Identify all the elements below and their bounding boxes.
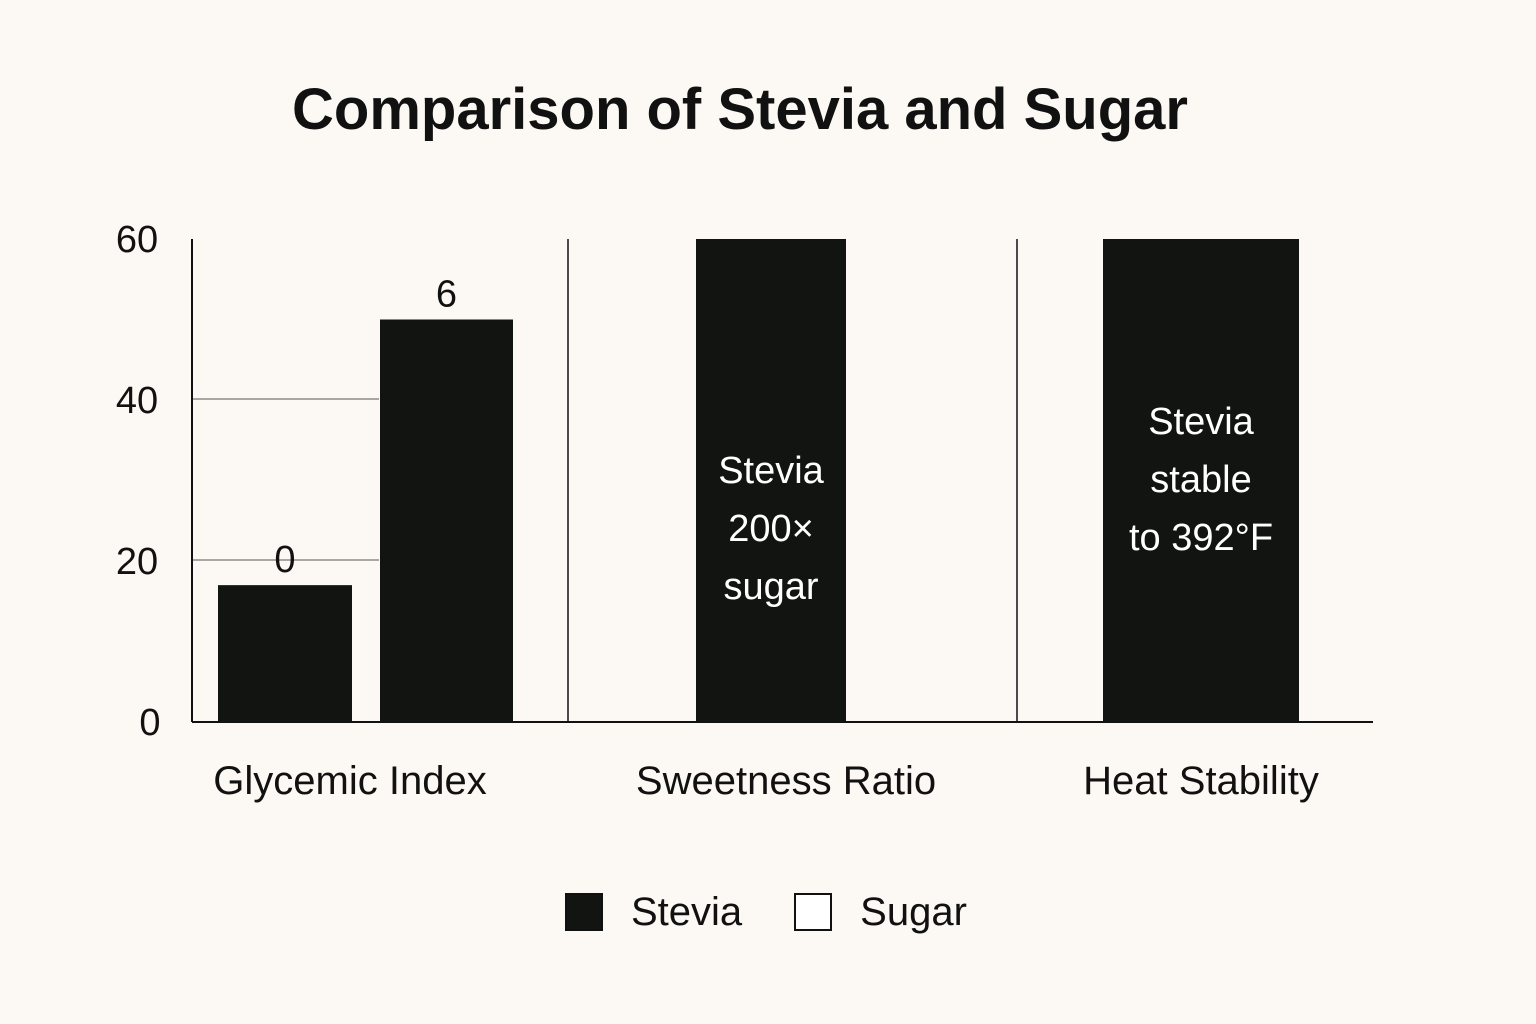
- bar-inner-label: stable: [1150, 459, 1251, 501]
- chart-title: Comparison of Stevia and Sugar: [292, 77, 1188, 142]
- legend-item-stevia: Stevia: [565, 890, 742, 935]
- bar-inner-label: Stevia: [718, 450, 824, 492]
- y-tick-label: 0: [139, 702, 160, 744]
- bar-inner-label: Stevia: [1148, 401, 1254, 443]
- bar-inner-label: sugar: [723, 566, 818, 608]
- legend: Stevia Sugar: [565, 888, 967, 936]
- legend-label-sugar: Sugar: [860, 889, 967, 934]
- y-tick-label: 60: [116, 219, 158, 261]
- bar-value-label: 0: [274, 539, 295, 581]
- y-tick-label: 20: [116, 541, 158, 583]
- bar-glycemic-index: [380, 319, 513, 722]
- x-category-label: Sweetness Ratio: [636, 759, 936, 803]
- bar-inner-label: to 392°F: [1129, 517, 1273, 559]
- y-tick-label: 40: [116, 380, 158, 422]
- bar-heat-stability: [1103, 239, 1299, 722]
- bar-sweetness-ratio: [696, 239, 846, 722]
- legend-label-stevia: Stevia: [631, 889, 743, 934]
- x-category-label: Glycemic Index: [213, 759, 486, 803]
- bar-value-label: 6: [436, 274, 457, 316]
- legend-swatch-sugar: [794, 893, 833, 931]
- bar-glycemic-index: [218, 585, 352, 722]
- bar-inner-label: 200×: [728, 508, 814, 550]
- legend-item-sugar: Sugar: [794, 890, 967, 935]
- x-category-label: Heat Stability: [1083, 759, 1319, 803]
- legend-swatch-stevia: [565, 893, 603, 931]
